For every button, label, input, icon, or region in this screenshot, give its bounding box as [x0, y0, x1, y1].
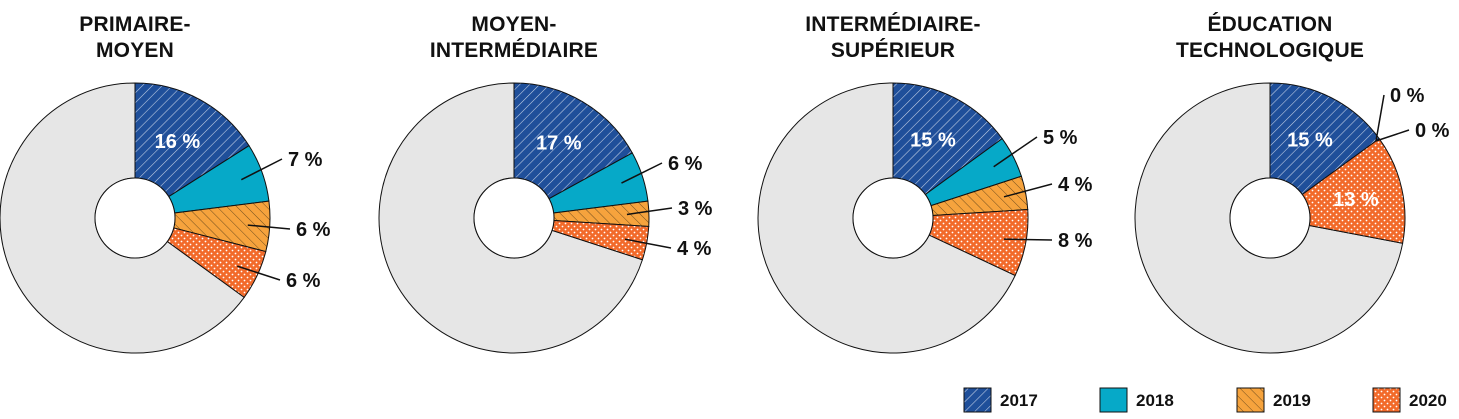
donut-hole [94, 177, 176, 259]
slice-label: 5 % [1043, 127, 1078, 149]
legend-swatch [1099, 387, 1128, 413]
chart-title-line: TECHNOLOGIQUE [1176, 39, 1364, 62]
slice-label: 0 % [1415, 120, 1450, 142]
legend-label: 2017 [1000, 391, 1038, 410]
slice-label: 8 % [1058, 230, 1093, 252]
chart-title-line: MOYEN- [471, 13, 556, 36]
legend-swatch [1236, 387, 1265, 413]
chart-title-line: INTERMÉDIAIRE [430, 39, 598, 62]
slice-label: 6 % [286, 270, 321, 292]
legend-label: 2020 [1409, 391, 1447, 410]
legend: 2017 2018 2019 2020 [963, 387, 1447, 413]
slice-label: 17 % [536, 132, 582, 154]
slice-label: 4 % [677, 238, 712, 260]
chart-title-line: ÉDUCATION [1207, 13, 1332, 36]
donut-chart-4: ÉDUCATION TECHNOLOGIQUE 15 % 0 % 0 % 13 % [1134, 13, 1450, 354]
slice-label: 15 % [910, 130, 956, 152]
leader-line [240, 158, 283, 181]
legend-item-2017: 2017 [963, 387, 1038, 413]
legend-swatch [1372, 387, 1401, 413]
slice-label: 7 % [288, 149, 323, 171]
legend-item-2019: 2019 [1236, 387, 1311, 413]
legend-swatch [963, 387, 992, 413]
donut-chart-1: PRIMAIRE- MOYEN 16 % 7 % 6 % 6 % [0, 13, 331, 354]
donut-hole [473, 177, 555, 259]
leader-line [1375, 94, 1385, 142]
legend-item-2020: 2020 [1372, 387, 1447, 413]
leader-line [624, 238, 672, 249]
leader-line [1003, 238, 1053, 241]
slice-label: 15 % [1287, 130, 1333, 152]
leader-line [1375, 129, 1410, 142]
chart-title-line: INTERMÉDIAIRE- [805, 13, 980, 36]
chart-title-line: PRIMAIRE- [79, 13, 190, 36]
slice-label: 4 % [1058, 174, 1093, 196]
chart-title-line: SUPÉRIEUR [831, 39, 955, 62]
slice-label: 13 % [1333, 189, 1379, 211]
legend-label: 2018 [1136, 391, 1174, 410]
leader-line [621, 162, 663, 184]
leader-line [993, 136, 1038, 168]
donut-chart-3: INTERMÉDIAIRE- SUPÉRIEUR 15 % 5 % 4 % 8 % [757, 13, 1093, 354]
slice-label: 16 % [155, 131, 201, 153]
donut-chart-2: MOYEN- INTERMÉDIAIRE 17 % 6 % 3 % 4 % [378, 13, 713, 354]
leader-line [1003, 183, 1053, 198]
legend-item-2018: 2018 [1099, 387, 1174, 413]
slice-label: 0 % [1390, 85, 1425, 107]
slice-label: 3 % [678, 198, 713, 220]
chart-title-line: MOYEN [96, 39, 174, 62]
leader-line [247, 224, 291, 230]
donut-hole [852, 177, 934, 259]
legend-label: 2019 [1273, 391, 1311, 410]
leader-line [626, 207, 673, 216]
donut-hole [1229, 177, 1311, 259]
slice-label: 6 % [668, 153, 703, 175]
leader-line [237, 265, 281, 281]
slice-label: 6 % [296, 219, 331, 241]
